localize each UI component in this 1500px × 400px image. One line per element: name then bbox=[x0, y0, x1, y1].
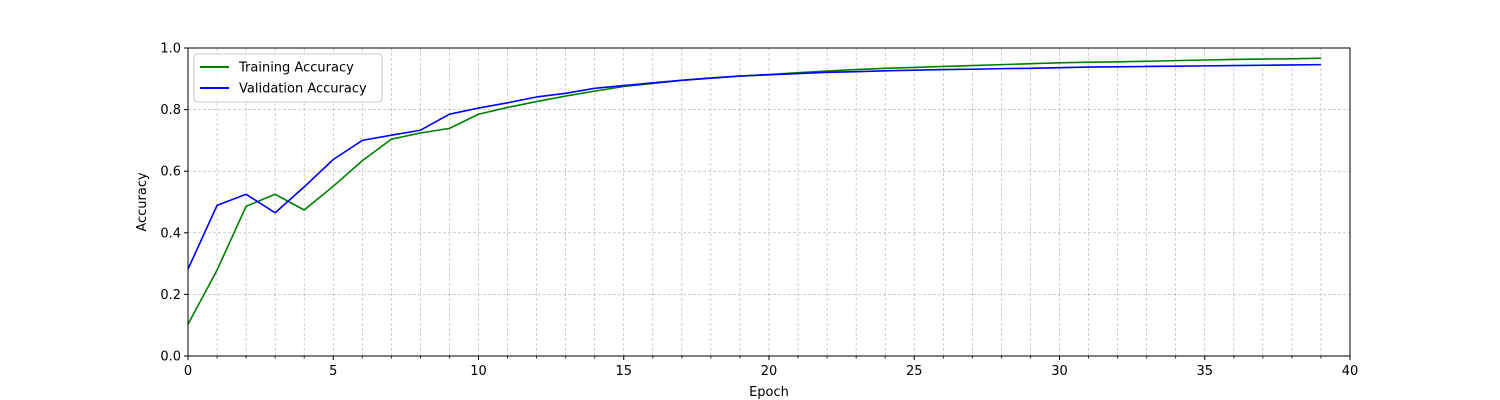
data-point bbox=[1058, 66, 1061, 69]
axis-ticks: 0 5 10 15 20 25 30 35 40 0.0 0.2 0.4 0.6 0.8 1.0 bbox=[160, 42, 1358, 380]
y-tick-label: 0.0 bbox=[160, 350, 181, 365]
data-point bbox=[361, 139, 364, 142]
y-tick-label: 0.2 bbox=[160, 288, 181, 303]
x-tick-label: 5 bbox=[329, 364, 337, 379]
data-point bbox=[971, 64, 974, 67]
legend-label-training: Training Accuracy bbox=[238, 61, 354, 76]
data-point bbox=[1116, 65, 1119, 68]
data-point bbox=[622, 84, 625, 87]
data-point bbox=[274, 211, 277, 214]
data-point bbox=[1232, 58, 1235, 61]
y-axis-title: Accuracy bbox=[135, 172, 150, 232]
data-point bbox=[709, 77, 712, 80]
x-tick-label: 30 bbox=[1051, 364, 1068, 379]
data-point bbox=[1000, 63, 1003, 66]
data-point bbox=[855, 70, 858, 73]
data-point bbox=[506, 106, 509, 109]
x-tick-label: 10 bbox=[470, 364, 487, 379]
data-point bbox=[1203, 64, 1206, 67]
x-tick-label: 25 bbox=[906, 364, 923, 379]
data-point bbox=[419, 129, 422, 132]
data-point bbox=[448, 127, 451, 130]
data-point bbox=[913, 69, 916, 72]
data-point bbox=[1145, 65, 1148, 68]
data-point bbox=[797, 72, 800, 75]
data-point bbox=[913, 66, 916, 69]
data-point bbox=[593, 90, 596, 93]
data-point bbox=[651, 81, 654, 84]
legend-label-validation: Validation Accuracy bbox=[239, 82, 367, 97]
data-point bbox=[564, 92, 567, 95]
data-point bbox=[1058, 61, 1061, 64]
data-point bbox=[826, 71, 829, 74]
data-point bbox=[332, 158, 335, 161]
data-point bbox=[1174, 59, 1177, 62]
data-point bbox=[564, 95, 567, 98]
data-point bbox=[1174, 65, 1177, 68]
legend: Training Accuracy Validation Accuracy bbox=[193, 53, 383, 103]
x-tick-label: 35 bbox=[1196, 364, 1213, 379]
data-point bbox=[477, 113, 480, 116]
data-point bbox=[419, 132, 422, 135]
data-point bbox=[535, 95, 538, 98]
data-point bbox=[216, 204, 219, 207]
data-point bbox=[216, 269, 219, 272]
x-tick-label: 0 bbox=[184, 364, 192, 379]
series-line-1 bbox=[187, 63, 1321, 270]
x-tick-label: 40 bbox=[1342, 364, 1359, 379]
data-point bbox=[942, 68, 945, 71]
data-point bbox=[245, 193, 248, 196]
data-point bbox=[738, 75, 741, 78]
x-axis-title: Epoch bbox=[749, 385, 789, 400]
y-tick-label: 0.8 bbox=[160, 103, 181, 118]
series-lines bbox=[187, 57, 1322, 325]
legend-box bbox=[193, 53, 383, 103]
data-point bbox=[303, 209, 306, 212]
data-point bbox=[593, 87, 596, 90]
data-point bbox=[1319, 63, 1322, 66]
data-point bbox=[1232, 64, 1235, 67]
data-point bbox=[303, 185, 306, 188]
grid-lines bbox=[188, 48, 1350, 356]
x-tick-label: 15 bbox=[615, 364, 632, 379]
data-point bbox=[1319, 57, 1322, 60]
data-point bbox=[477, 107, 480, 110]
data-point bbox=[1116, 60, 1119, 63]
data-point bbox=[1087, 66, 1090, 69]
y-tick-label: 1.0 bbox=[160, 42, 181, 57]
data-point bbox=[1290, 63, 1293, 66]
data-point bbox=[1290, 57, 1293, 60]
data-point bbox=[535, 100, 538, 103]
data-point bbox=[971, 68, 974, 71]
data-point bbox=[1145, 60, 1148, 63]
data-point bbox=[1000, 67, 1003, 70]
data-point bbox=[390, 138, 393, 141]
x-tick-label: 20 bbox=[761, 364, 778, 379]
data-point bbox=[942, 65, 945, 68]
y-tick-label: 0.6 bbox=[160, 165, 181, 180]
data-point bbox=[1261, 58, 1264, 61]
data-point bbox=[1029, 67, 1032, 70]
data-point bbox=[361, 159, 364, 162]
data-point bbox=[448, 113, 451, 116]
data-point bbox=[1029, 62, 1032, 65]
data-point bbox=[884, 69, 887, 72]
data-point bbox=[506, 101, 509, 104]
data-point bbox=[332, 185, 335, 188]
data-point bbox=[245, 205, 248, 208]
data-point bbox=[274, 193, 277, 196]
data-point bbox=[768, 73, 771, 76]
data-point bbox=[1087, 61, 1090, 64]
data-point bbox=[1203, 59, 1206, 62]
data-point bbox=[1261, 64, 1264, 67]
data-point bbox=[390, 134, 393, 137]
y-tick-label: 0.4 bbox=[160, 226, 181, 241]
data-point bbox=[680, 79, 683, 82]
